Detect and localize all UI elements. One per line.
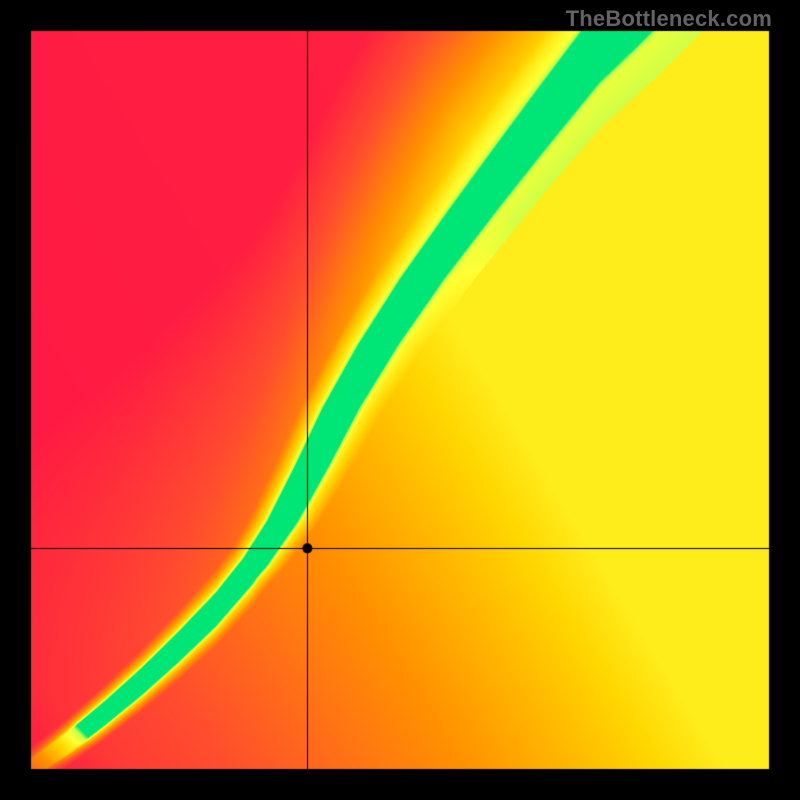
bottleneck-heatmap [0, 0, 800, 800]
watermark-text: TheBottleneck.com [566, 6, 772, 32]
